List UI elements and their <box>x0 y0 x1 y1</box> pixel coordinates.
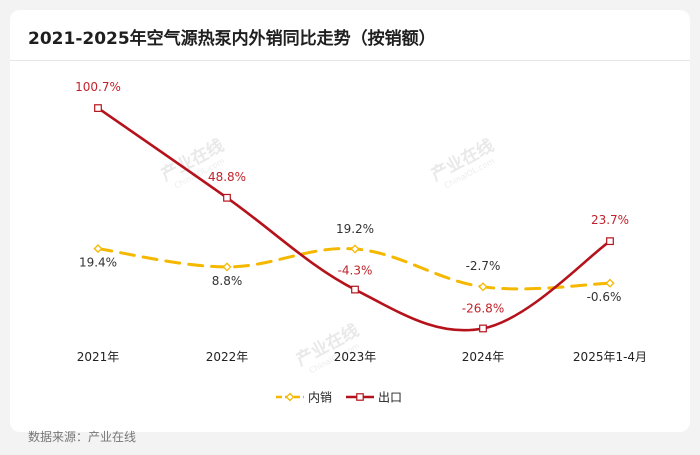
domestic-data-label: 19.2% <box>336 222 374 236</box>
export-data-label: 23.7% <box>591 213 629 227</box>
domestic-data-label: -0.6% <box>587 290 622 304</box>
domestic-data-label: 8.8% <box>212 274 243 288</box>
legend-marker <box>356 393 364 401</box>
domestic-marker <box>93 244 103 254</box>
x-tick-label: 2022年 <box>206 350 249 364</box>
domestic-marker <box>222 262 232 272</box>
source-note: 数据来源：产业在线 <box>28 430 137 444</box>
x-tick-label: 2025年1-4月 <box>573 350 647 364</box>
x-tick-label: 2024年 <box>462 350 505 364</box>
export-data-label: 100.7% <box>75 80 121 94</box>
chart-title: 2021-2025年空气源热泵内外销同比走势（按销额） <box>28 29 436 49</box>
export-marker <box>94 104 102 112</box>
x-tick-label: 2021年 <box>77 350 120 364</box>
legend-item-0[interactable]: 内销 <box>276 391 332 405</box>
series-lines <box>96 106 612 332</box>
chart-card <box>10 10 690 432</box>
x-tick-label: 2023年 <box>334 350 377 364</box>
legend-label: 出口 <box>378 391 402 405</box>
legend-item-1[interactable]: 出口 <box>346 391 402 405</box>
export-marker <box>606 237 614 246</box>
title-divider <box>10 60 690 61</box>
x-axis: 2021年 2022年 2023年 2024年 2025年1-4月 <box>77 350 647 364</box>
domestic-marker <box>350 244 360 254</box>
domestic-marker <box>478 282 488 292</box>
export-data-label: 48.8% <box>208 170 246 184</box>
export-marker <box>351 285 359 294</box>
export-data-label: -4.3% <box>338 264 373 278</box>
export-data-label: -26.8% <box>462 301 504 315</box>
domestic-marker <box>605 278 615 288</box>
domestic-data-label: 19.4% <box>79 256 117 270</box>
legend-label: 内销 <box>308 391 332 405</box>
series-line-1 <box>96 106 612 332</box>
legend-marker <box>285 392 295 402</box>
legend[interactable]: 内销 出口 <box>276 391 402 405</box>
series-markers <box>93 104 615 333</box>
export-marker <box>479 324 487 333</box>
domestic-data-label: -2.7% <box>466 259 501 273</box>
data-labels: 19.4% 8.8% 19.2% -2.7% -0.6% 100.7% 48.8% -4.3%… <box>75 80 629 315</box>
export-marker <box>223 193 231 202</box>
